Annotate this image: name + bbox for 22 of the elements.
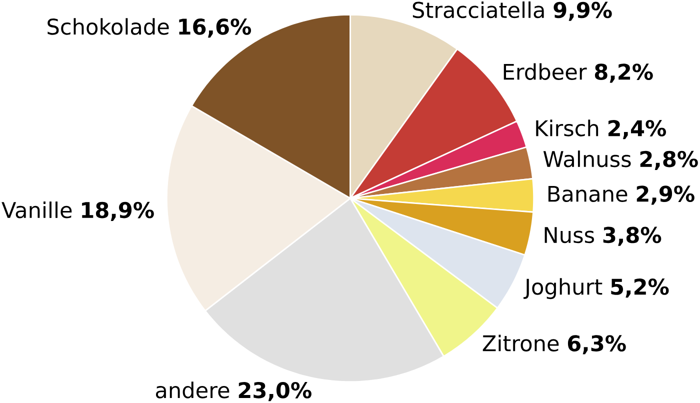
slice-label: Walnuss — [543, 150, 631, 168]
slice-label: andere — [156, 382, 230, 399]
data-label: 18,9% — [82, 202, 154, 222]
slice-label: Joghurt — [524, 278, 602, 300]
data-label: 5,2% — [611, 278, 669, 298]
slice-label: Stracciatella — [412, 2, 544, 18]
slice-label: Erdbeer — [504, 64, 587, 80]
data-label: 2,8% — [640, 151, 698, 170]
slice-label: Banane — [548, 186, 628, 202]
data-label: 2,4% — [608, 120, 666, 140]
slice-label: Nuss — [544, 227, 594, 244]
data-label: 3,8% — [603, 227, 662, 246]
slice-label: Schokolade — [48, 18, 169, 36]
data-label: 8,2% — [594, 64, 653, 83]
slice-label: Kirsch — [536, 120, 598, 137]
data-label: 6,3% — [568, 335, 626, 354]
data-label: 9,9% — [554, 2, 612, 22]
slice-label: Vanille — [2, 202, 72, 218]
data-label: 23,0% — [238, 382, 312, 402]
data-label: 16,6% — [179, 18, 252, 38]
slice-label: Zitrone — [482, 334, 559, 352]
data-label: 2,9% — [636, 186, 694, 205]
